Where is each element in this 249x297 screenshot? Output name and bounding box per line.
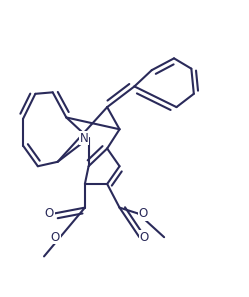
Text: N: N [80,132,89,145]
Text: O: O [51,231,60,244]
Text: O: O [45,207,54,220]
Text: O: O [138,207,147,220]
Text: O: O [139,231,149,244]
